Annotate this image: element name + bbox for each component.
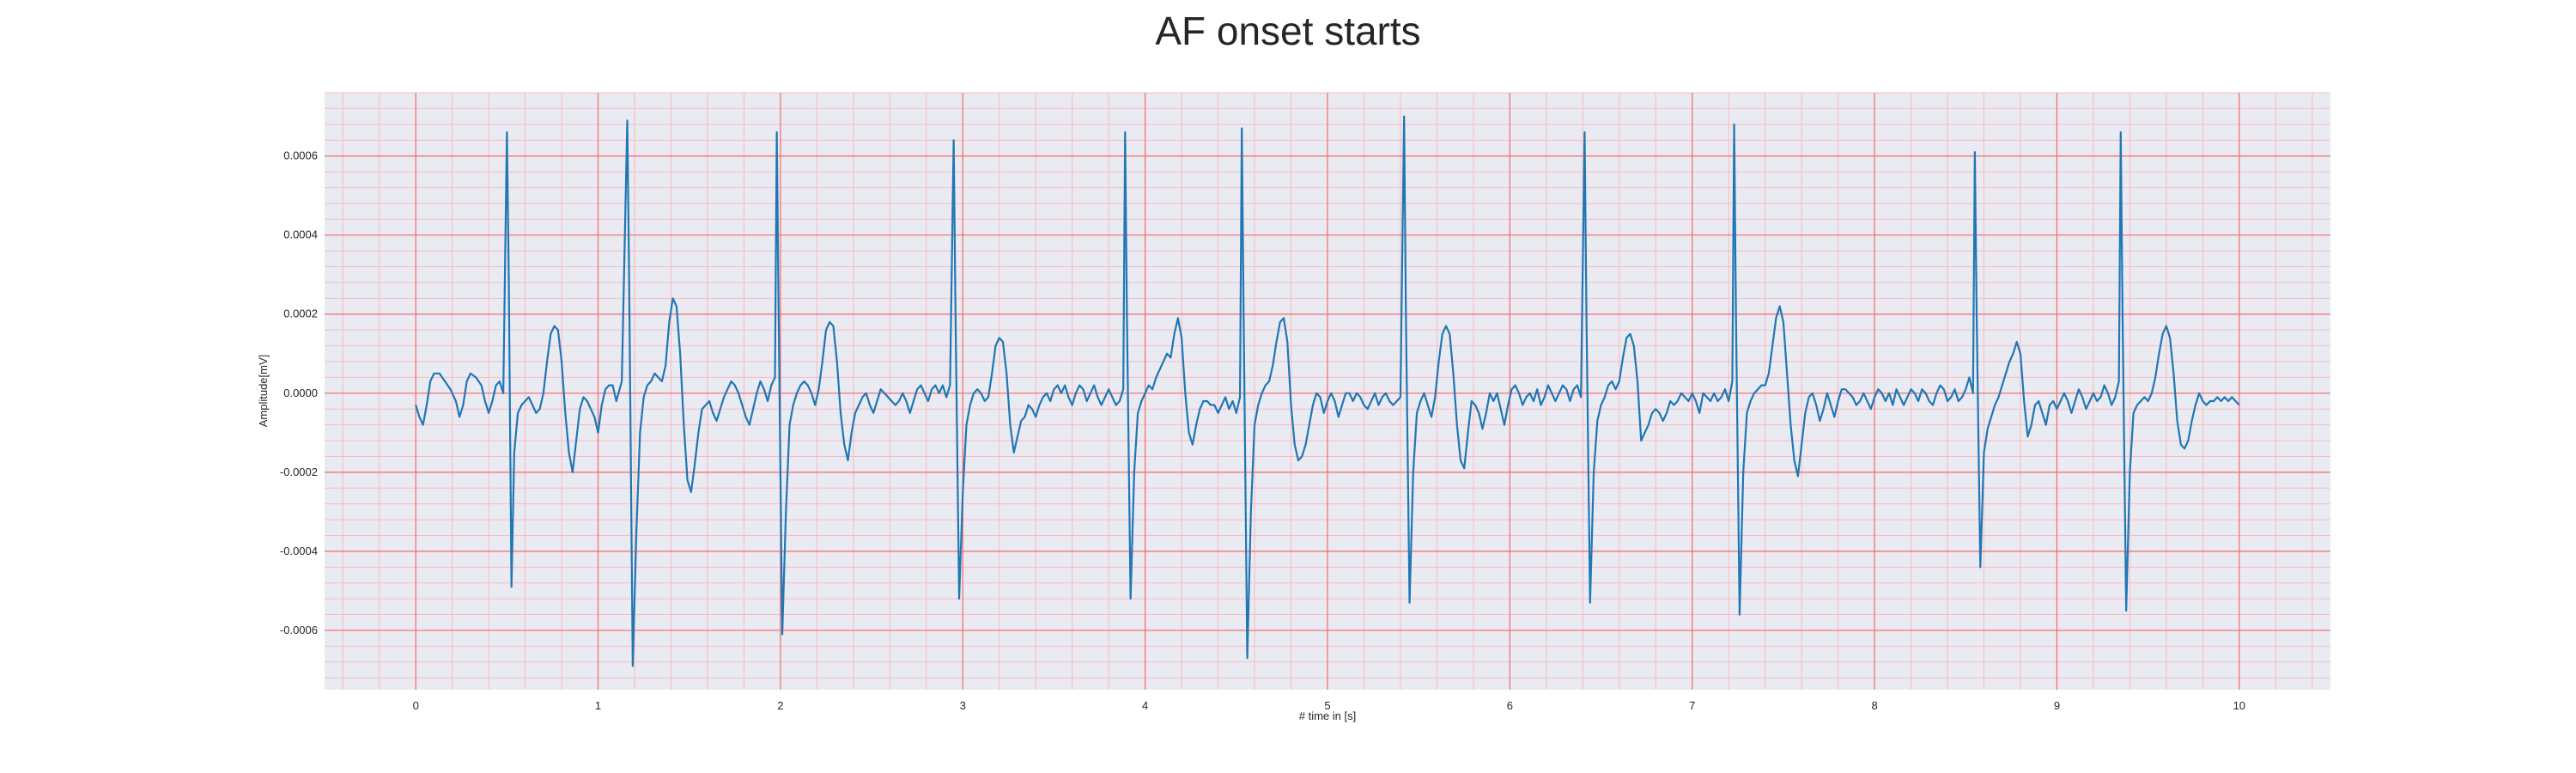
x-tick-label: 2: [777, 699, 783, 712]
y-tick-label: -0.0004: [280, 545, 318, 557]
y-tick-label: 0.0002: [283, 307, 318, 320]
x-tick-label: 5: [1324, 699, 1330, 712]
ecg-series-line: [415, 115, 2240, 667]
x-tick-labels: 0 1 2 3 4 5 6 7 8 9 10: [413, 699, 2245, 712]
x-axis-label: # time in [s]: [1299, 709, 1356, 722]
x-tick-label: 1: [595, 699, 601, 712]
x-tick-label: 3: [960, 699, 966, 712]
x-tick-label: 7: [1689, 699, 1695, 712]
y-axis-label: Amplitude[mV]: [257, 355, 270, 428]
x-tick-label: 0: [413, 699, 419, 712]
y-tick-label: -0.0006: [280, 624, 318, 636]
y-tick-label: 0.0000: [283, 386, 318, 399]
x-tick-label: 10: [2233, 699, 2245, 712]
y-tick-label: -0.0002: [280, 466, 318, 478]
x-tick-label: 9: [2054, 699, 2060, 712]
x-tick-label: 8: [1871, 699, 1877, 712]
y-tick-label: 0.0004: [283, 228, 318, 241]
major-grid: [325, 93, 2330, 690]
x-tick-label: 6: [1507, 699, 1513, 712]
x-tick-label: 4: [1142, 699, 1148, 712]
y-tick-label: 0.0006: [283, 149, 318, 162]
chart-title: AF onset starts: [1155, 9, 1420, 53]
y-tick-labels: -0.0006 -0.0004 -0.0002 0.0000 0.0002 0.0004 0…: [280, 149, 318, 636]
